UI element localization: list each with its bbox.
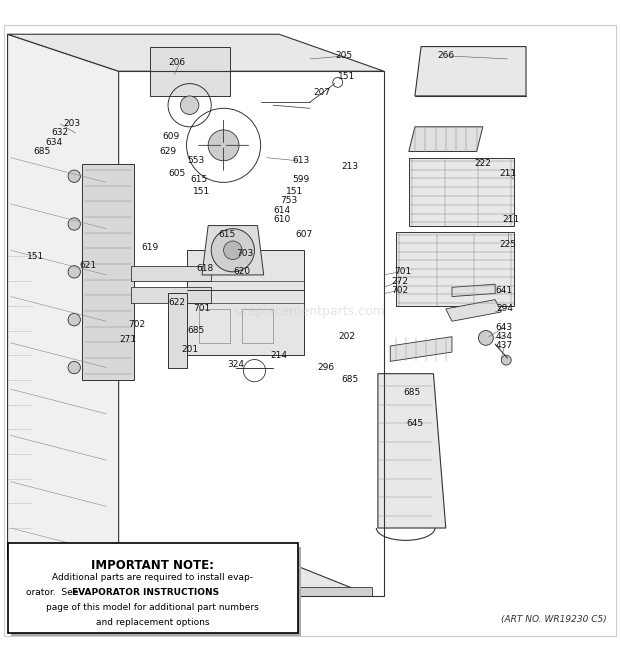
Text: 211: 211 [502,215,519,224]
Bar [131,266,211,281]
Bar [396,232,514,306]
Circle shape [68,266,81,278]
Text: 553: 553 [187,156,205,165]
Text: 151: 151 [193,187,211,196]
Polygon shape [7,34,118,596]
Polygon shape [415,46,526,96]
Text: and replacement options: and replacement options [96,617,210,627]
Text: 685: 685 [403,388,420,397]
Circle shape [479,330,494,345]
Text: 296: 296 [317,363,334,372]
Circle shape [68,313,81,326]
Text: 207: 207 [314,89,331,97]
Circle shape [68,362,81,373]
Text: 599: 599 [292,175,309,184]
Text: 618: 618 [197,264,214,273]
Polygon shape [118,587,372,596]
Text: 607: 607 [295,230,312,239]
Text: EVAPORATOR INSTRUCTIONS: EVAPORATOR INSTRUCTIONS [72,588,219,597]
Bar [199,309,230,343]
Text: orator.  See: orator. See [26,588,81,597]
Text: 213: 213 [342,163,359,171]
Text: 202: 202 [339,332,355,341]
Text: 605: 605 [169,169,186,178]
Text: 272: 272 [391,276,408,286]
Polygon shape [7,559,372,596]
Text: 203: 203 [64,119,81,128]
Polygon shape [390,336,452,362]
Polygon shape [7,34,384,71]
Text: 622: 622 [169,298,186,307]
Text: 615: 615 [218,230,236,239]
Text: 701: 701 [193,305,211,313]
FancyBboxPatch shape [11,547,301,636]
Text: 294: 294 [496,305,513,313]
Text: 205: 205 [335,52,353,60]
Text: 271: 271 [120,335,136,344]
Text: 645: 645 [406,418,423,428]
Bar [242,309,273,343]
Text: IMPORTANT NOTE:: IMPORTANT NOTE: [91,559,214,572]
Text: 685: 685 [33,147,50,156]
Polygon shape [446,299,502,321]
Text: 610: 610 [273,215,291,224]
Text: 619: 619 [141,243,158,252]
Bar [131,288,211,303]
Text: 151: 151 [27,252,44,261]
Polygon shape [409,127,483,151]
Text: 201: 201 [181,344,198,354]
Text: 211: 211 [499,169,516,178]
Text: 685: 685 [187,326,205,335]
FancyBboxPatch shape [7,543,298,633]
Circle shape [68,170,81,182]
Circle shape [180,96,199,114]
Circle shape [502,355,512,365]
Bar [409,158,514,225]
Text: (ART NO. WR19230 C5): (ART NO. WR19230 C5) [500,615,606,624]
Circle shape [68,218,81,230]
Text: 634: 634 [45,137,63,147]
Polygon shape [452,284,495,297]
Text: 641: 641 [496,286,513,295]
Text: 702: 702 [128,320,146,329]
Text: 613: 613 [292,156,309,165]
Text: 614: 614 [273,206,291,215]
Text: 702: 702 [391,286,408,295]
Text: 225: 225 [499,239,516,249]
Text: 151: 151 [286,187,303,196]
Text: 632: 632 [51,128,69,137]
Polygon shape [149,46,230,96]
Text: Additional parts are required to install evap-: Additional parts are required to install… [52,573,253,582]
Text: ureplacementparts.com: ureplacementparts.com [235,305,385,319]
Polygon shape [378,373,446,528]
Polygon shape [168,293,187,368]
Text: page of this model for additional part numbers: page of this model for additional part n… [46,603,259,611]
Text: 151: 151 [339,71,356,81]
Text: 222: 222 [474,159,491,169]
Circle shape [224,241,242,260]
Text: 615: 615 [190,175,208,184]
Text: 609: 609 [162,132,180,141]
Text: 701: 701 [394,267,411,276]
Text: 437: 437 [496,342,513,350]
Text: 620: 620 [234,267,250,276]
Text: 324: 324 [228,360,244,369]
Bar [82,164,134,380]
Text: 629: 629 [159,147,177,156]
Circle shape [211,229,254,272]
Bar [187,251,304,355]
Circle shape [208,130,239,161]
Text: 621: 621 [79,261,96,270]
Text: 703: 703 [237,249,254,258]
Text: 685: 685 [342,375,359,385]
Text: 206: 206 [169,58,186,67]
Text: 266: 266 [437,52,454,60]
Text: 434: 434 [496,332,513,341]
Text: 214: 214 [271,351,288,360]
Text: 643: 643 [496,323,513,332]
Polygon shape [202,225,264,275]
Text: 753: 753 [280,196,297,206]
